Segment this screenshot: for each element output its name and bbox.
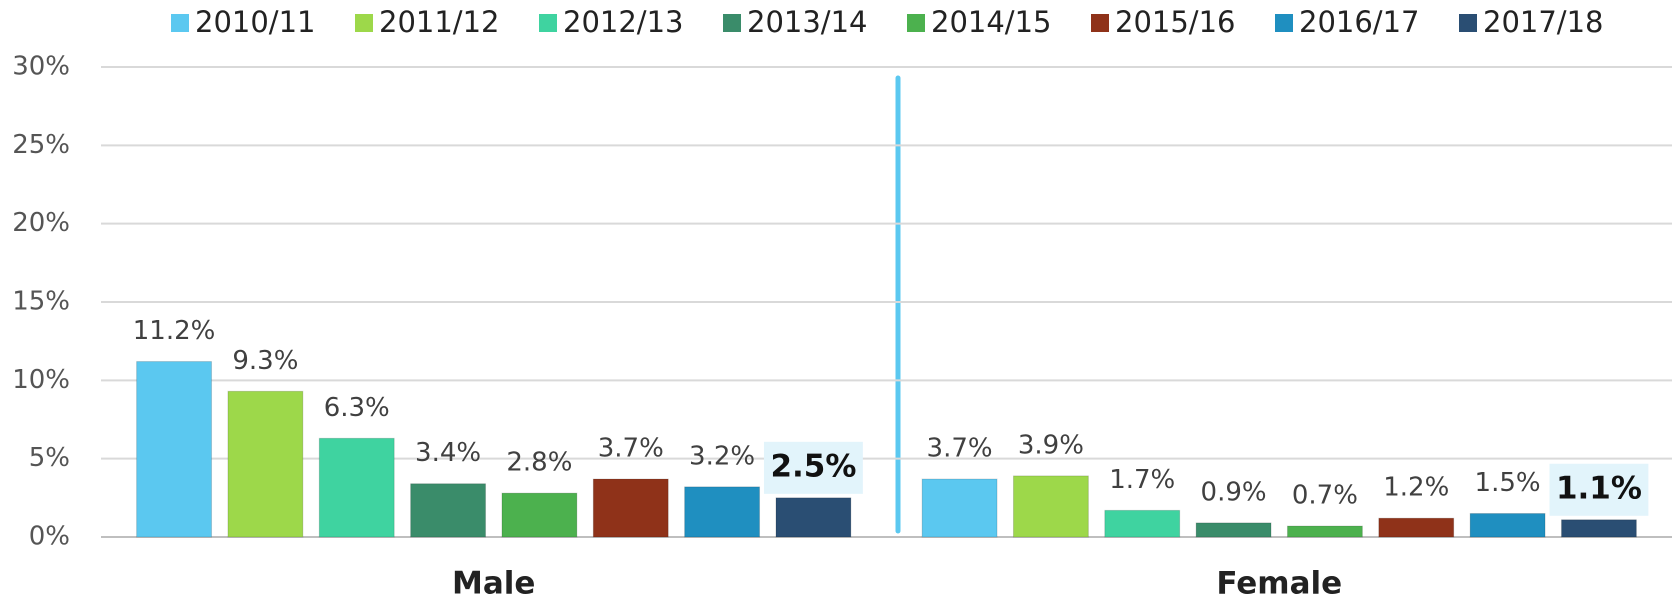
legend-swatch (907, 14, 925, 32)
legend-label: 2011/12 (379, 5, 499, 39)
bar (1012, 475, 1089, 538)
data-label: 1.5% (1475, 468, 1541, 498)
y-tick-label: 30% (12, 52, 70, 82)
legend-swatch (723, 14, 741, 32)
legend-label: 2010/11 (195, 5, 315, 39)
data-label: 1.1% (1556, 470, 1642, 506)
label-highlight (763, 441, 863, 494)
bar (1560, 519, 1637, 538)
y-tick-label: 15% (12, 287, 70, 317)
y-tick-label: 10% (12, 365, 70, 395)
data-label: 0.7% (1292, 481, 1358, 511)
bar (1378, 517, 1455, 538)
bar (1195, 522, 1272, 538)
data-label: 1.7% (1109, 465, 1175, 495)
bar (684, 486, 761, 538)
data-label: 11.2% (133, 316, 216, 346)
legend-label: 2015/16 (1115, 5, 1235, 39)
bar (592, 478, 669, 538)
bar (410, 483, 487, 538)
label-highlight (1549, 463, 1649, 516)
legend-swatch (171, 14, 189, 32)
y-tick-label: 5% (29, 443, 70, 473)
legend-label: 2017/18 (1483, 5, 1603, 39)
bar (136, 361, 213, 538)
bar (318, 437, 395, 538)
legend-swatch (1459, 14, 1477, 32)
data-label: 9.3% (232, 346, 298, 376)
bar (227, 390, 304, 538)
legend-swatch (1275, 14, 1293, 32)
data-label: 2.5% (770, 448, 856, 484)
data-label: 1.2% (1383, 473, 1449, 503)
legend-label: 2013/14 (747, 5, 867, 39)
y-tick-label: 25% (12, 130, 70, 160)
legend-label: 2014/15 (931, 5, 1051, 39)
bar (921, 478, 998, 538)
y-tick-label: 0% (29, 522, 70, 552)
bar (501, 492, 578, 538)
legend-label: 2012/13 (563, 5, 683, 39)
bar (1104, 509, 1181, 538)
x-tick-label: Male (452, 566, 535, 602)
y-tick-label: 20% (12, 208, 70, 238)
legend-swatch (1091, 14, 1109, 32)
data-label: 0.9% (1201, 477, 1267, 507)
legend-swatch (539, 14, 557, 32)
legend-label: 2016/17 (1299, 5, 1419, 39)
data-label: 3.2% (689, 441, 755, 471)
bar (1286, 525, 1363, 538)
bar (775, 497, 852, 538)
data-label: 6.3% (324, 393, 390, 423)
data-label: 3.4% (415, 438, 481, 468)
data-label: 3.9% (1018, 430, 1084, 460)
bar (1469, 513, 1546, 538)
legend-swatch (355, 14, 373, 32)
data-label: 3.7% (927, 434, 993, 464)
data-label: 2.8% (506, 448, 572, 478)
x-tick-label: Female (1216, 566, 1342, 602)
data-label: 3.7% (598, 434, 664, 464)
